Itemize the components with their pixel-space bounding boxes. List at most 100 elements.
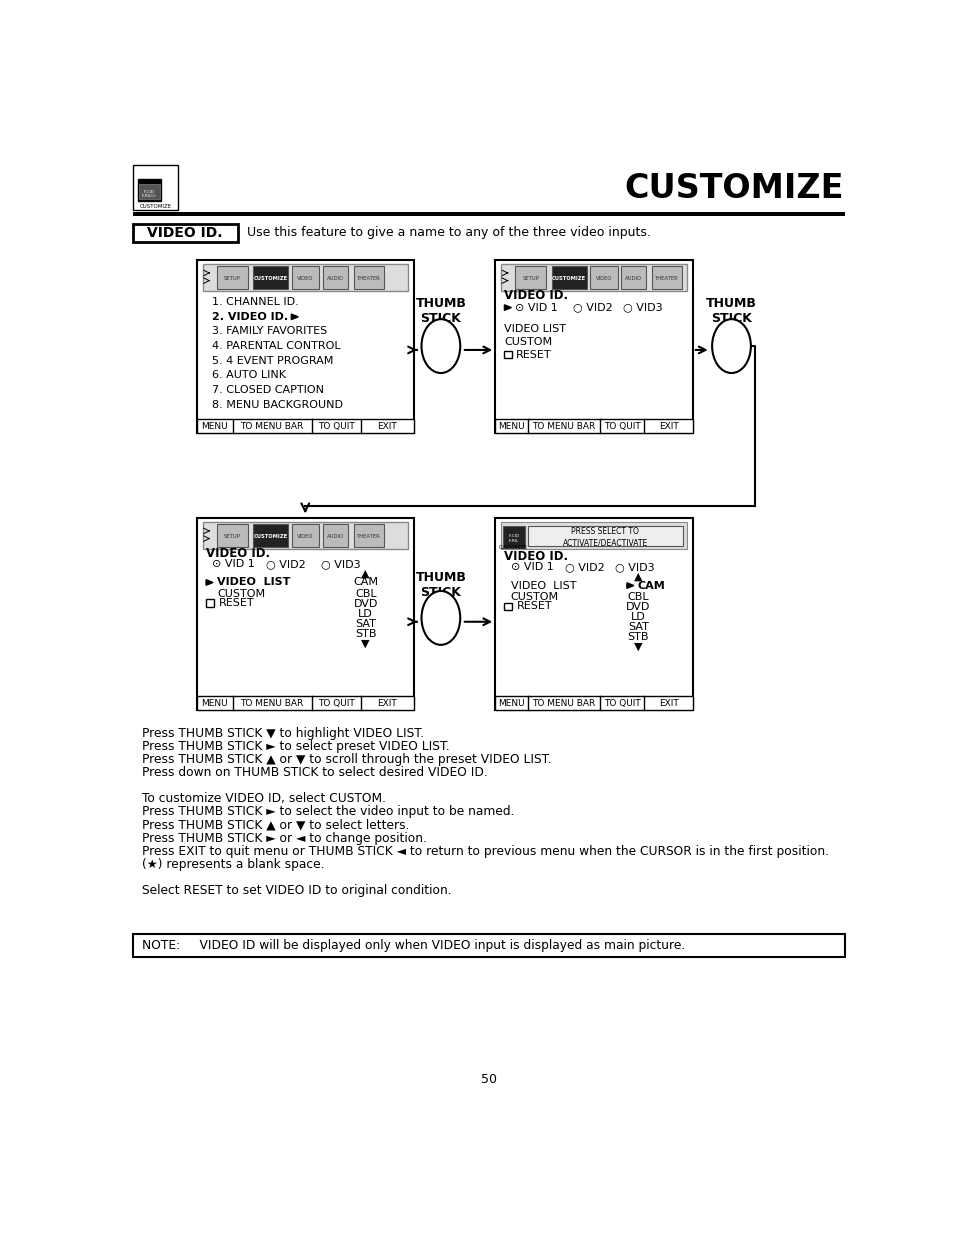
Text: AUDIO: AUDIO — [327, 275, 344, 280]
Text: THEATER: THEATER — [356, 275, 380, 280]
Text: CUSTOMIZE: CUSTOMIZE — [623, 172, 843, 205]
Text: Use this feature to give a name to any of the three video inputs.: Use this feature to give a name to any o… — [247, 226, 650, 240]
Text: VIDEO  LIST: VIDEO LIST — [510, 580, 576, 590]
Text: ⊙ VID 1: ⊙ VID 1 — [212, 559, 254, 569]
Bar — [495, 517, 692, 710]
Text: SETUP: SETUP — [224, 534, 240, 538]
Text: TO MENU BAR: TO MENU BAR — [240, 699, 303, 708]
Polygon shape — [626, 583, 633, 588]
Text: SETUP: SETUP — [224, 275, 240, 280]
Text: SAT: SAT — [627, 622, 648, 632]
Text: ▲: ▲ — [634, 572, 642, 582]
Bar — [253, 266, 288, 289]
Text: EXIT: EXIT — [658, 421, 678, 431]
Text: DVD: DVD — [354, 599, 377, 609]
Text: Press THUMB STICK ▲ or ▼ to select letters.: Press THUMB STICK ▲ or ▼ to select lette… — [142, 819, 410, 831]
Text: ▲: ▲ — [361, 568, 370, 578]
Text: AUDIO: AUDIO — [625, 275, 641, 280]
Text: Press THUMB STICK ► or ◄ to change position.: Press THUMB STICK ► or ◄ to change posit… — [142, 831, 427, 845]
Text: SAT: SAT — [355, 619, 375, 629]
Text: 2. VIDEO ID.: 2. VIDEO ID. — [212, 311, 288, 322]
Polygon shape — [291, 314, 298, 320]
Bar — [504, 603, 512, 610]
Text: CUSTOM: CUSTOM — [504, 337, 552, 347]
Bar — [206, 599, 213, 608]
Text: MENU: MENU — [497, 699, 524, 708]
Bar — [216, 266, 248, 289]
Bar — [133, 934, 843, 957]
Text: 7. CLOSED CAPTION: 7. CLOSED CAPTION — [212, 385, 324, 395]
Text: LD: LD — [358, 609, 373, 619]
Text: PRESS SELECT TO
ACTIVATE/DEACTIVATE: PRESS SELECT TO ACTIVATE/DEACTIVATE — [562, 527, 647, 547]
Text: ⊙ VID 1: ⊙ VID 1 — [515, 303, 558, 312]
Ellipse shape — [711, 319, 750, 373]
Text: 6. AUTO LINK: 6. AUTO LINK — [212, 370, 286, 380]
Text: THEATER: THEATER — [655, 275, 679, 280]
Bar — [504, 351, 512, 358]
Text: CAM: CAM — [353, 578, 377, 588]
Text: CUSTOM: CUSTOM — [216, 589, 265, 599]
Text: ▼: ▼ — [634, 641, 642, 651]
Text: To customize VIDEO ID, select CUSTOM.: To customize VIDEO ID, select CUSTOM. — [142, 793, 386, 805]
Bar — [196, 419, 414, 433]
Text: NOTE:     VIDEO ID will be displayed only when VIDEO input is displayed as main : NOTE: VIDEO ID will be displayed only wh… — [142, 939, 685, 952]
Text: CUSTOMIZE: CUSTOMIZE — [139, 204, 172, 209]
Text: CUSTOM: CUSTOM — [510, 592, 558, 603]
Text: Press THUMB STICK ▲ or ▼ to scroll through the preset VIDEO LIST.: Press THUMB STICK ▲ or ▼ to scroll throu… — [142, 753, 552, 766]
Bar — [495, 697, 692, 710]
Text: CUSTOMIZE: CUSTOMIZE — [552, 275, 586, 280]
Bar — [502, 526, 524, 548]
Text: VIDEO  LIST: VIDEO LIST — [216, 578, 290, 588]
Text: THUMB
STICK: THUMB STICK — [415, 571, 466, 599]
Bar — [500, 521, 686, 550]
Polygon shape — [504, 305, 511, 310]
Text: 8. MENU BACKGROUND: 8. MENU BACKGROUND — [212, 400, 343, 410]
Text: Press THUMB STICK ▼ to highlight VIDEO LIST.: Press THUMB STICK ▼ to highlight VIDEO L… — [142, 727, 424, 740]
Bar — [652, 266, 681, 289]
Text: SETUP: SETUP — [522, 275, 538, 280]
Text: VIDEO ID.: VIDEO ID. — [206, 547, 270, 559]
Bar — [551, 266, 586, 289]
Text: CUSTOMIZE: CUSTOMIZE — [253, 534, 288, 538]
Text: VIDEO ID.: VIDEO ID. — [504, 289, 568, 301]
Bar — [590, 266, 617, 289]
Text: F-RILCr: F-RILCr — [142, 194, 156, 198]
Text: CUSTOMIZE: CUSTOMIZE — [498, 545, 528, 550]
Text: EXIT: EXIT — [376, 421, 396, 431]
Bar — [203, 521, 407, 550]
Bar — [495, 259, 692, 433]
Text: VIDEO: VIDEO — [297, 534, 314, 538]
Text: Press EXIT to quit menu or THUMB STICK ◄ to return to previous menu when the CUR: Press EXIT to quit menu or THUMB STICK ◄… — [142, 845, 828, 858]
Text: TO QUIT: TO QUIT — [603, 699, 639, 708]
Text: EXIT: EXIT — [658, 699, 678, 708]
Polygon shape — [206, 579, 213, 585]
Bar — [354, 266, 383, 289]
Ellipse shape — [421, 319, 459, 373]
Text: VIDEO LIST: VIDEO LIST — [504, 324, 566, 335]
Bar — [133, 224, 237, 242]
Text: TO MENU BAR: TO MENU BAR — [532, 699, 595, 708]
Text: RESET: RESET — [517, 601, 552, 611]
Text: EXIT: EXIT — [376, 699, 396, 708]
Bar — [292, 524, 319, 547]
Bar — [203, 264, 407, 291]
Text: Select RESET to set VIDEO ID to original condition.: Select RESET to set VIDEO ID to original… — [142, 884, 452, 897]
Text: CUSTOMIZE: CUSTOMIZE — [253, 275, 288, 280]
Bar — [133, 165, 178, 210]
Text: CAM: CAM — [637, 580, 665, 590]
Text: ○ VID2: ○ VID2 — [564, 562, 604, 572]
Text: DVD: DVD — [626, 603, 650, 613]
Text: CBL: CBL — [355, 589, 376, 599]
Text: 4. PARENTAL CONTROL: 4. PARENTAL CONTROL — [212, 341, 340, 351]
Text: ○ VID2: ○ VID2 — [572, 303, 612, 312]
Bar — [196, 259, 414, 433]
Text: Press THUMB STICK ► to select preset VIDEO LIST.: Press THUMB STICK ► to select preset VID… — [142, 740, 450, 753]
Text: TO QUIT: TO QUIT — [317, 699, 355, 708]
Bar — [216, 524, 248, 547]
Bar — [196, 517, 414, 710]
Text: AUDIO: AUDIO — [327, 534, 344, 538]
Text: ○ VID3: ○ VID3 — [615, 562, 654, 572]
Text: VIDEO: VIDEO — [297, 275, 314, 280]
Bar — [323, 266, 348, 289]
Text: MENU: MENU — [201, 699, 228, 708]
